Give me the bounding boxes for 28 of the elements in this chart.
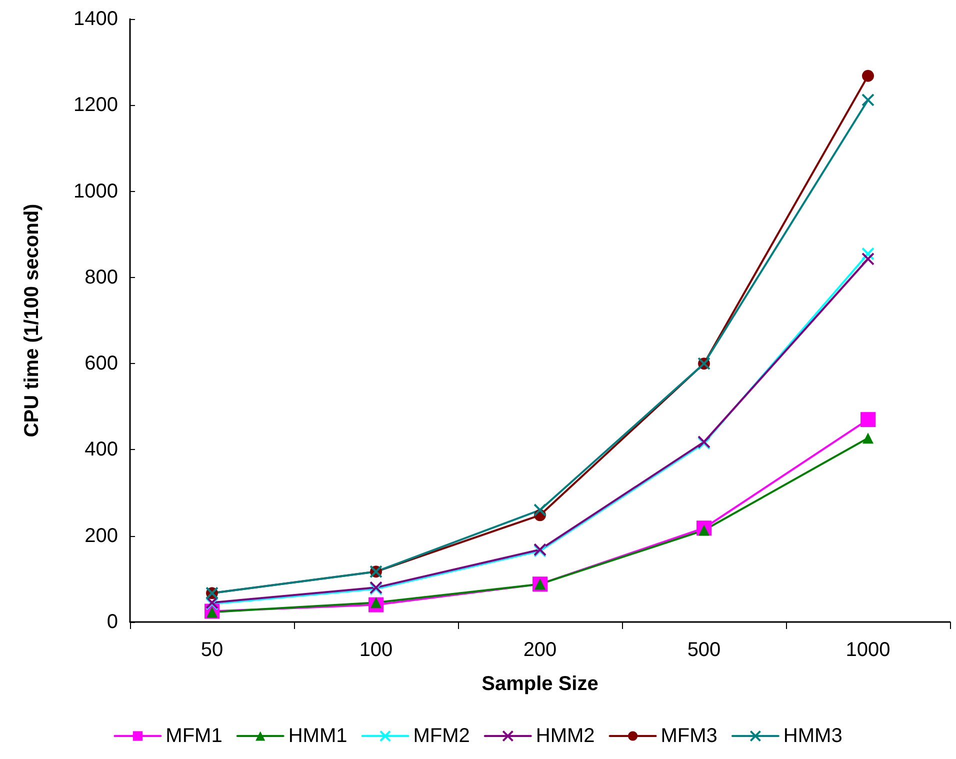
point [862, 252, 874, 266]
x-tick-label: 500 [687, 639, 721, 661]
y-tick-label: 1000 [74, 180, 118, 202]
y-tick-label: 400 [84, 438, 118, 461]
y-tick-label: 1200 [74, 94, 118, 116]
legend-label: HMM3 [783, 725, 842, 747]
point [862, 432, 874, 444]
y-tick-label: 200 [84, 524, 118, 547]
legend-label: MFM2 [413, 725, 470, 747]
legend-label: HMM2 [536, 725, 595, 747]
y-axis-title: CPU time (1/100 second) [21, 204, 43, 438]
y-tick-label: 600 [84, 352, 118, 375]
y-tick-label: 0 [106, 611, 118, 633]
x-tick-label: 50 [200, 639, 224, 661]
x-tick-label: 200 [523, 639, 557, 661]
legend-label: HMM1 [288, 725, 348, 747]
y-tick-label: 800 [84, 266, 118, 288]
point [862, 247, 874, 260]
x-axis-title: Sample Size [482, 673, 598, 695]
x-tick-label: 1000 [846, 639, 890, 661]
point [534, 504, 546, 517]
point [862, 70, 874, 82]
y-tick-label: 1400 [74, 8, 118, 30]
point [862, 93, 874, 106]
legend-label: MFM1 [166, 725, 222, 747]
x-tick-label: 100 [359, 639, 393, 661]
point [860, 412, 876, 428]
legend-label: MFM3 [660, 725, 718, 747]
